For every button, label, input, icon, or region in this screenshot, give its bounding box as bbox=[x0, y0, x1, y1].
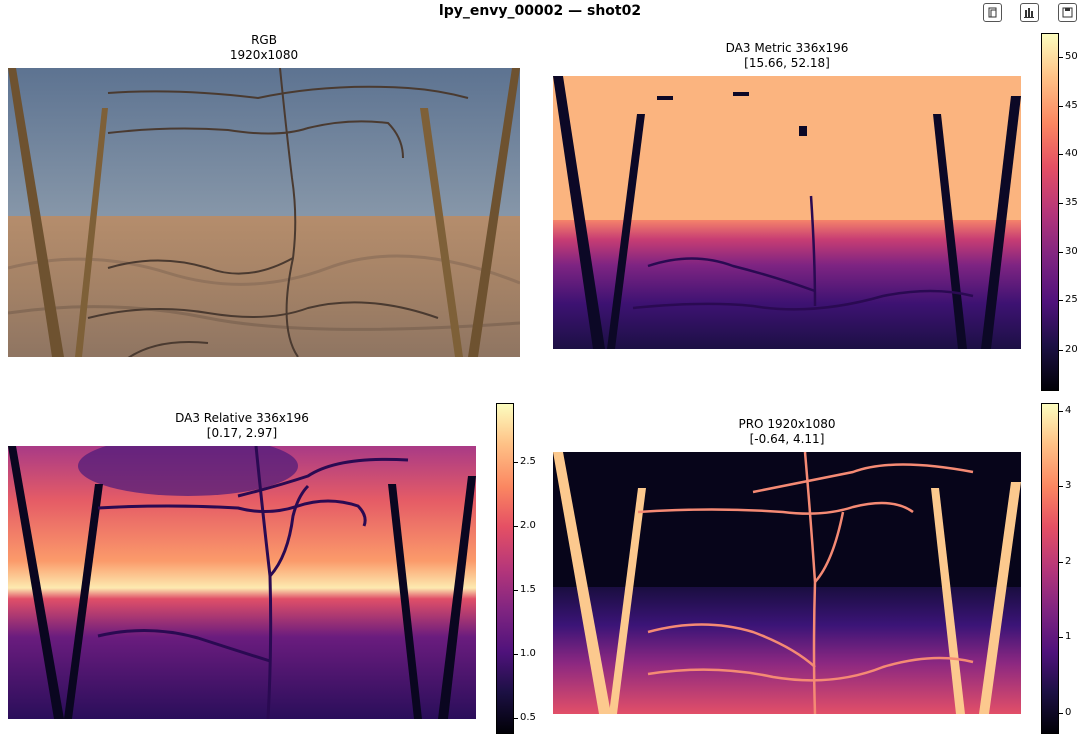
relative-tick: 1.0 bbox=[520, 648, 536, 659]
pro-tick: 1 bbox=[1065, 631, 1072, 642]
da3-metric-subtitle: [15.66, 52.18] bbox=[744, 56, 830, 70]
da3-relative-subtitle: [0.17, 2.97] bbox=[206, 426, 278, 440]
pro-tick: 3 bbox=[1065, 480, 1072, 491]
da3-metric-heatmap bbox=[553, 76, 1021, 349]
pro-subtitle: [-0.64, 4.11] bbox=[749, 432, 825, 446]
rgb-subtitle: 1920x1080 bbox=[229, 48, 299, 62]
da3-metric-colorbar bbox=[1041, 33, 1059, 391]
metric-tick: 40 bbox=[1065, 148, 1078, 159]
save-button[interactable] bbox=[1058, 3, 1077, 22]
metric-tick: 30 bbox=[1065, 246, 1078, 257]
figure-title: lpy_envy_00002 — shot02 bbox=[438, 3, 642, 19]
copy-icon bbox=[988, 7, 997, 18]
rgb-image bbox=[8, 68, 520, 357]
relative-tick: 2.0 bbox=[520, 520, 536, 531]
metric-tick: 25 bbox=[1065, 294, 1078, 305]
pro-heatmap bbox=[553, 452, 1021, 714]
rgb-title: RGB bbox=[251, 33, 277, 47]
da3-relative-heatmap bbox=[8, 446, 476, 719]
pro-tick: 2 bbox=[1065, 556, 1072, 567]
relative-tick: 0.5 bbox=[520, 712, 536, 723]
relative-tick: 2.5 bbox=[520, 456, 536, 467]
pro-tick: 4 bbox=[1065, 405, 1072, 416]
pro-tick: 0 bbox=[1065, 707, 1072, 718]
copy-button[interactable] bbox=[983, 3, 1002, 22]
metric-tick: 45 bbox=[1065, 100, 1078, 111]
save-icon bbox=[1062, 7, 1073, 18]
pro-colorbar bbox=[1041, 403, 1059, 734]
metric-tick: 35 bbox=[1065, 197, 1078, 208]
da3-metric-title: DA3 Metric 336x196 bbox=[725, 41, 849, 55]
bar-chart-button[interactable] bbox=[1020, 3, 1039, 22]
metric-tick: 50 bbox=[1065, 51, 1078, 62]
da3-relative-title: DA3 Relative 336x196 bbox=[175, 411, 309, 425]
metric-tick: 20 bbox=[1065, 344, 1078, 355]
da3-relative-colorbar bbox=[496, 403, 514, 734]
pro-title: PRO 1920x1080 bbox=[738, 417, 836, 431]
relative-tick: 1.5 bbox=[520, 584, 536, 595]
bar-chart-icon bbox=[1024, 8, 1034, 18]
